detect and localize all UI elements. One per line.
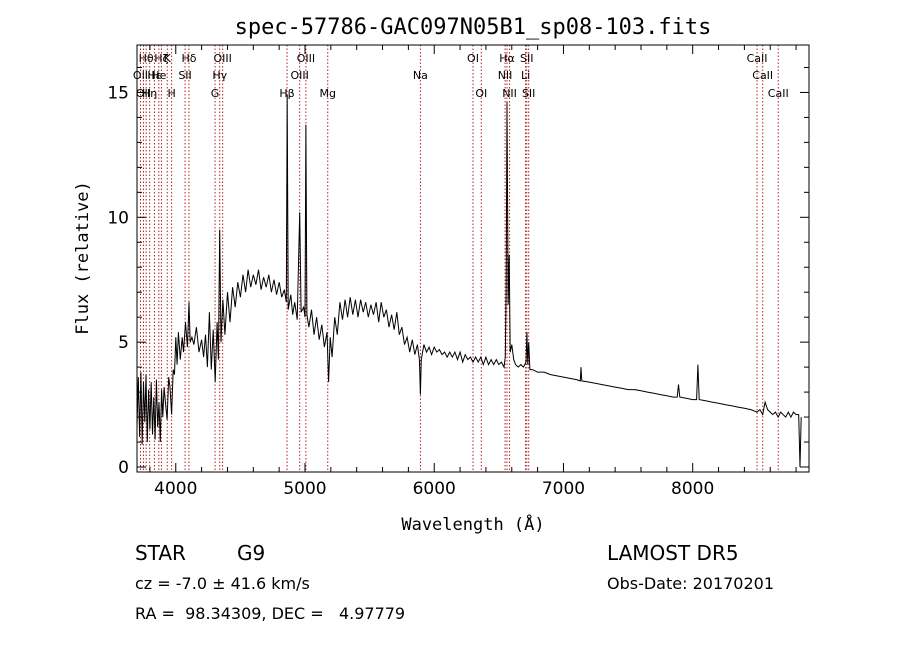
spectrum-series-line: [136, 94, 802, 468]
marker-label: Hβ: [279, 87, 294, 100]
x-axis-label: Wavelength (Å): [401, 513, 544, 535]
marker-label: SII: [178, 69, 191, 82]
marker-label: G: [211, 87, 220, 100]
y-axis-ticks: 0 5 10 15: [107, 66, 809, 478]
marker-label: Hη: [142, 87, 157, 100]
marker-label: OIII: [297, 52, 315, 65]
y-tick-label: 10: [107, 208, 129, 228]
marker-label: Hε: [147, 69, 161, 82]
marker-label: Hζ: [154, 52, 168, 65]
marker-label: Hγ: [212, 69, 227, 82]
survey-name: LAMOST DR5: [607, 541, 739, 565]
object-subclass: G9: [237, 541, 266, 565]
marker-label: OIII: [213, 52, 231, 65]
marker-label: OII: [133, 69, 148, 82]
marker-label: OII: [136, 87, 151, 100]
chart-title: spec-57786-GAC097N05B1_sp08-103.fits: [235, 15, 712, 40]
y-tick-label: 5: [118, 333, 129, 353]
emission-line-labels: OIIOIIHθHηHεHeHζKHSIIHδGHγOIIIHβOIIIOIII…: [133, 52, 789, 100]
marker-label: K: [164, 52, 172, 65]
emission-line-markers: [139, 45, 779, 472]
marker-label: OI: [467, 52, 479, 65]
marker-label: CaII: [768, 87, 789, 100]
marker-label: SII: [520, 52, 533, 65]
marker-label: Na: [413, 69, 428, 82]
marker-label: OI: [475, 87, 487, 100]
redshift-readout: cz = -7.0 ± 41.6 km/s: [135, 574, 310, 593]
x-tick-label: 7000: [542, 479, 585, 499]
marker-label: Li: [521, 69, 530, 82]
y-tick-label: 15: [107, 83, 129, 103]
coordinates-readout: RA = 98.34309, DEC = 4.97779: [135, 604, 406, 623]
marker-label: CaII: [747, 52, 768, 65]
marker-label: NII: [498, 69, 513, 82]
marker-label: H: [167, 87, 175, 100]
marker-label: Hδ: [181, 52, 196, 65]
y-axis-label: Flux (relative): [73, 181, 93, 335]
marker-label: Hα: [499, 52, 515, 65]
marker-label: CaII: [752, 69, 773, 82]
y-tick-label: 0: [118, 458, 129, 478]
plot-frame: [136, 44, 810, 473]
observation-date: Obs-Date: 20170201: [607, 574, 775, 593]
object-class: STAR: [135, 541, 186, 565]
marker-label: Mg: [320, 87, 336, 100]
marker-label: OIII: [291, 69, 309, 82]
marker-label: SII: [522, 87, 535, 100]
x-axis-ticks: 4000 5000 6000 7000 8000: [149, 45, 797, 499]
marker-label: NII: [502, 87, 517, 100]
x-tick-label: 4000: [154, 479, 197, 499]
marker-label: He: [151, 69, 166, 82]
marker-label: Hθ: [139, 52, 154, 65]
x-tick-label: 8000: [671, 479, 714, 499]
x-tick-label: 6000: [413, 479, 456, 499]
x-tick-label: 5000: [283, 479, 326, 499]
